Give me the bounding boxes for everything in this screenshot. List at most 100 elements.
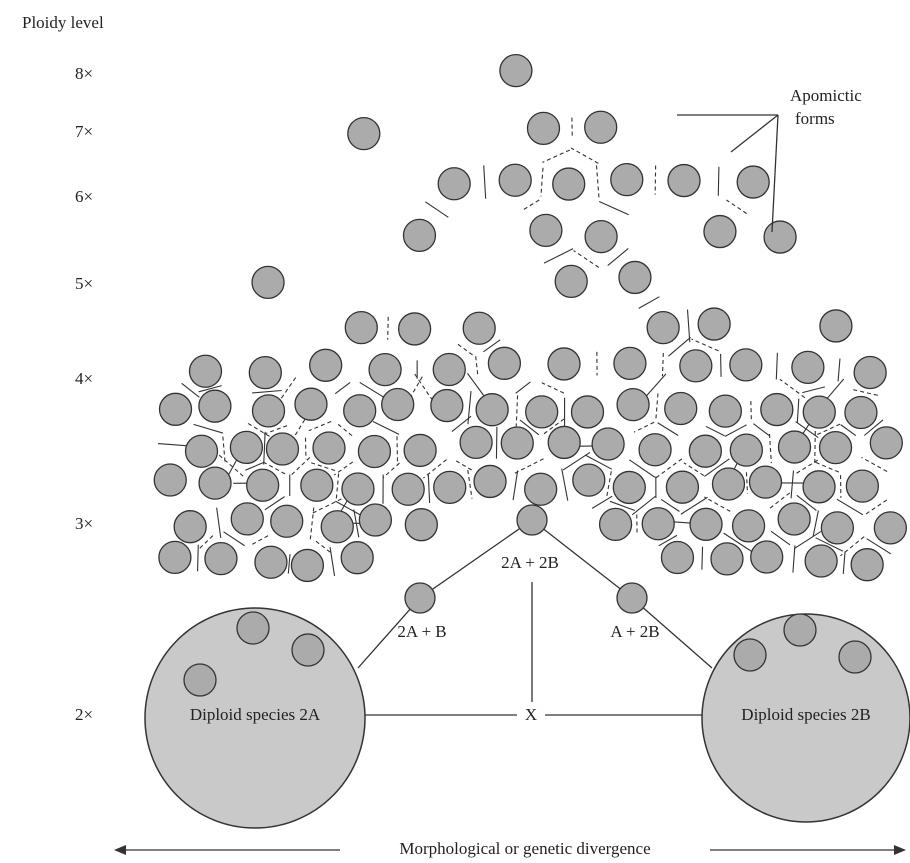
ploidy-label: 5× bbox=[75, 274, 93, 293]
cell-wall bbox=[629, 459, 656, 478]
cell-wall bbox=[686, 309, 691, 343]
apomict-circle bbox=[473, 464, 507, 499]
apomict-circle bbox=[802, 395, 836, 429]
apomict-circle bbox=[572, 463, 606, 497]
cell-wall bbox=[264, 496, 285, 511]
cell-wall bbox=[519, 419, 540, 436]
cell-wall bbox=[287, 554, 291, 574]
apomict-circle bbox=[368, 352, 402, 387]
cell-wall bbox=[312, 498, 342, 514]
cell-wall bbox=[541, 418, 565, 436]
cell-wall bbox=[541, 382, 565, 394]
cell-wall bbox=[329, 547, 336, 577]
apomict-circle bbox=[729, 348, 763, 382]
cell-wall bbox=[837, 358, 841, 382]
apomict-circle bbox=[818, 431, 853, 465]
apomict-circle bbox=[309, 348, 343, 382]
apomict-circle bbox=[641, 507, 675, 541]
cell-wall bbox=[382, 462, 400, 479]
cell-wall bbox=[701, 546, 704, 570]
cell-wall bbox=[790, 470, 795, 499]
cell-wall bbox=[633, 421, 655, 433]
cell-wall bbox=[223, 531, 245, 547]
cell-wall bbox=[561, 468, 569, 501]
apomict-circle bbox=[459, 425, 493, 460]
apomict-circle bbox=[760, 392, 794, 427]
apomict-circle bbox=[437, 167, 471, 201]
apomict-circle bbox=[873, 511, 907, 545]
cell-wall bbox=[335, 500, 361, 516]
apomict-circle bbox=[358, 503, 393, 537]
cell-wall bbox=[249, 535, 269, 546]
cell-wall bbox=[836, 498, 864, 516]
apomict-circle bbox=[248, 355, 282, 390]
ploidy-label: 4× bbox=[75, 369, 93, 388]
cell-wall bbox=[570, 147, 599, 164]
cell-wall bbox=[796, 494, 817, 511]
cell-wall bbox=[705, 425, 726, 437]
parent-label: Diploid species 2A bbox=[190, 705, 321, 724]
cell-wall bbox=[609, 500, 636, 512]
cell-wall bbox=[861, 456, 888, 473]
apomict-circle bbox=[300, 468, 334, 502]
cell-wall bbox=[704, 458, 730, 477]
cell-wall bbox=[815, 537, 844, 552]
apomict-circle bbox=[804, 544, 838, 578]
cell-wall bbox=[724, 424, 747, 437]
cell-wall bbox=[840, 536, 865, 557]
cell-wall bbox=[726, 199, 748, 215]
cell-wall bbox=[413, 373, 434, 401]
cell-wall bbox=[245, 421, 270, 437]
cell-wall bbox=[289, 457, 311, 478]
cell-wall bbox=[865, 499, 888, 515]
apomict-circle bbox=[188, 354, 223, 388]
cell-wall bbox=[842, 551, 846, 574]
cell-wall bbox=[197, 544, 199, 572]
cell-wall bbox=[483, 339, 501, 353]
apomict-circle bbox=[320, 510, 354, 544]
cell-wall bbox=[309, 507, 315, 541]
cell-wall bbox=[769, 492, 791, 509]
apomict-circle bbox=[679, 349, 713, 383]
apomict-circle bbox=[613, 346, 647, 380]
apomict-circle bbox=[552, 167, 586, 201]
apomictic-network bbox=[153, 53, 907, 583]
apomict-circle bbox=[198, 466, 232, 500]
apomict-circle bbox=[869, 426, 903, 460]
cell-wall bbox=[598, 200, 629, 216]
apomict-circle bbox=[584, 219, 618, 254]
apomict-circle bbox=[850, 548, 884, 582]
cell-wall bbox=[467, 373, 485, 396]
apomict-circle bbox=[265, 432, 300, 466]
pointer-line bbox=[730, 114, 779, 153]
apomict-circle bbox=[246, 468, 280, 502]
apomict-circle bbox=[777, 430, 812, 464]
cell-wall bbox=[475, 356, 479, 377]
apomict-circle bbox=[554, 264, 588, 299]
apomict-circle bbox=[667, 163, 701, 198]
apomict-circle bbox=[432, 352, 466, 387]
cell-wall bbox=[802, 386, 826, 394]
cell-wall bbox=[515, 395, 519, 427]
genome-circle bbox=[838, 640, 872, 674]
cell-wall bbox=[661, 352, 664, 377]
genome-circle bbox=[291, 633, 325, 667]
cell-wall bbox=[423, 459, 447, 479]
apomict-circle bbox=[646, 310, 680, 345]
x-axis-title: Morphological or genetic divergence bbox=[399, 839, 650, 858]
apomict-circle bbox=[251, 265, 285, 300]
cell-wall bbox=[607, 248, 629, 266]
apomict-circle bbox=[340, 541, 374, 575]
apomict-circle bbox=[703, 214, 737, 249]
cell-wall bbox=[655, 393, 659, 420]
cell-wall bbox=[542, 149, 571, 163]
apomict-circle bbox=[462, 311, 496, 345]
apomict-circle bbox=[230, 502, 264, 536]
cell-wall bbox=[336, 422, 353, 437]
cell-wall bbox=[638, 296, 660, 309]
cell-wall bbox=[691, 338, 719, 352]
cell-wall bbox=[750, 401, 752, 420]
hybrid-circle bbox=[616, 582, 648, 614]
apomict-circle bbox=[598, 507, 633, 542]
apomict-circle bbox=[665, 470, 700, 504]
